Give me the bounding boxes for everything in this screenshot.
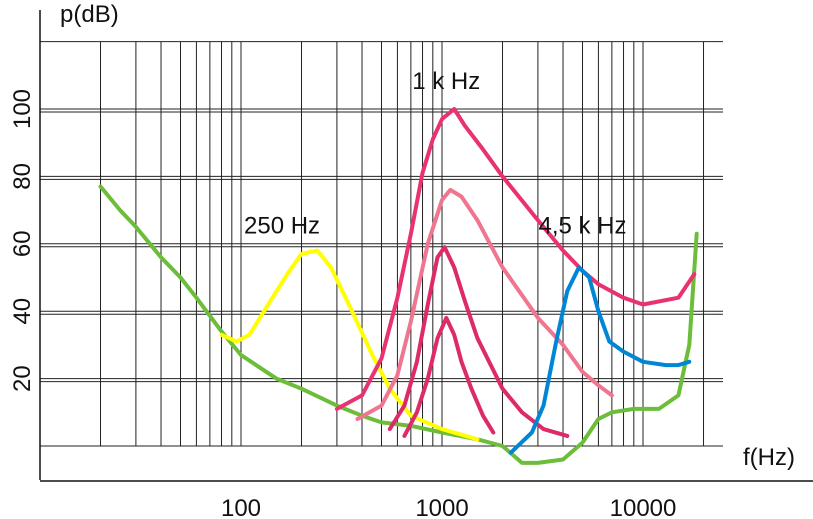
y-tick-label: 100 bbox=[9, 89, 36, 129]
series-line-4 bbox=[355, 187, 614, 421]
x-tick-label: 100 bbox=[221, 495, 261, 519]
y-tick-label: 40 bbox=[9, 298, 36, 325]
annotation-label: 1 k Hz bbox=[412, 68, 480, 95]
series-line-2 bbox=[219, 248, 480, 442]
x-tick-label: 1000 bbox=[415, 495, 468, 519]
series-layer bbox=[98, 107, 699, 465]
x-axis-title: f(Hz) bbox=[743, 444, 795, 471]
series-line-5 bbox=[387, 245, 570, 438]
axes bbox=[39, 10, 813, 482]
annotation-layer: 250 Hz 1 k Hz 4,5 k Hz bbox=[244, 68, 627, 240]
y-axis-title: p(dB) bbox=[60, 1, 119, 28]
series-line-7 bbox=[508, 265, 692, 455]
x-tick-label: 10000 bbox=[610, 495, 677, 519]
annotation-label: 250 Hz bbox=[244, 213, 320, 240]
y-tick-label: 20 bbox=[9, 365, 36, 392]
series-line-1 bbox=[98, 184, 699, 465]
grid bbox=[40, 41, 723, 447]
series-line-6 bbox=[402, 315, 496, 438]
annotation-label: 4,5 k Hz bbox=[538, 213, 626, 240]
y-tick-label: 60 bbox=[9, 230, 36, 257]
y-tick-label: 80 bbox=[9, 163, 36, 190]
tick-labels: 100 1000 10000 20 40 60 80 100 bbox=[9, 89, 676, 519]
series-line-3 bbox=[334, 107, 697, 411]
